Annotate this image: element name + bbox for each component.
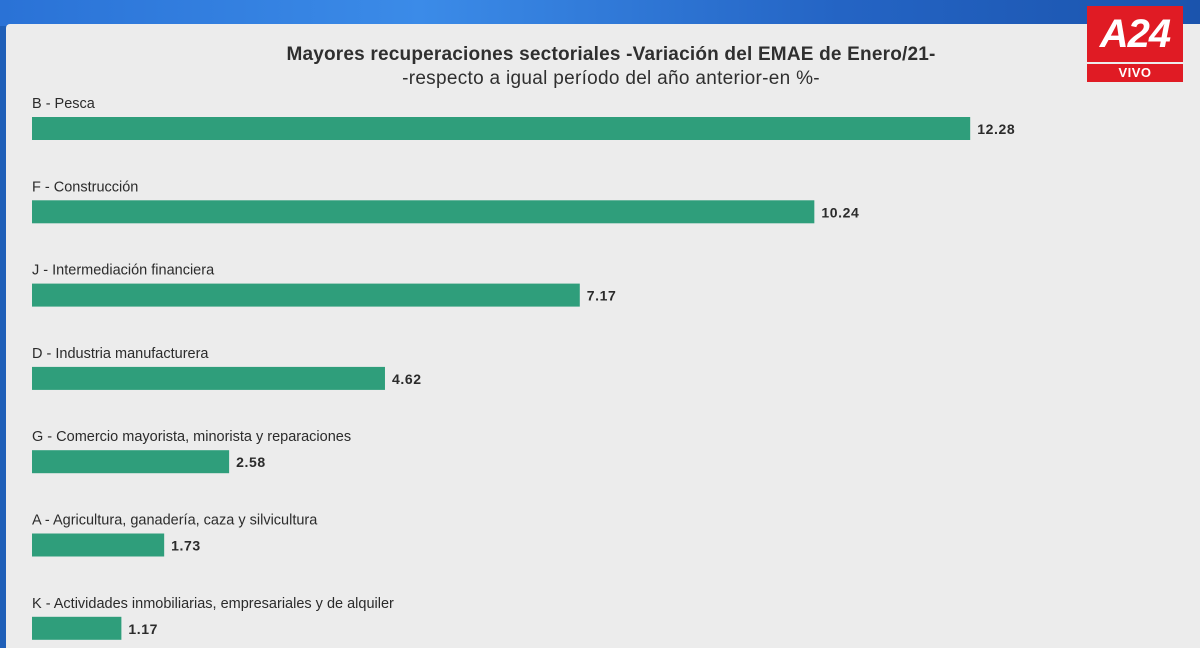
chart-subtitle: -respecto a igual período del año anteri… <box>402 68 820 89</box>
data-label: 4.62 <box>392 371 422 387</box>
chart-screen: Mayores recuperaciones sectoriales -Vari… <box>6 24 1200 648</box>
category-label: G - Comercio mayorista, minorista y repa… <box>32 429 351 445</box>
data-label: 7.17 <box>587 288 617 304</box>
bar <box>32 200 815 224</box>
category-label: K - Actividades inmobiliarias, empresari… <box>32 596 394 612</box>
data-label: 2.58 <box>236 454 266 470</box>
category-label: A - Agricultura, ganadería, caza y silvi… <box>32 513 318 529</box>
bar <box>32 117 971 140</box>
bar <box>32 366 385 390</box>
bar-chart: B - Pesca 12.28 F - Construcción 10.24 J - I… <box>32 96 1015 640</box>
bar <box>32 283 580 307</box>
category-label: B - Pesca <box>32 96 96 112</box>
data-label: 1.17 <box>128 621 158 637</box>
bar <box>32 450 230 474</box>
data-label: 12.28 <box>977 121 1015 137</box>
bar <box>32 616 122 640</box>
data-label: 1.73 <box>171 538 201 554</box>
channel-logo: A24 VIVO <box>1087 6 1183 82</box>
data-label: 10.24 <box>821 204 859 220</box>
logo-text: A24 <box>1099 11 1171 56</box>
category-label: D - Industria manufacturera <box>32 346 209 362</box>
chart-title: Mayores recuperaciones sectoriales -Vari… <box>286 44 936 65</box>
logo-badge: A24 <box>1087 6 1183 62</box>
broadcast-backdrop <box>0 0 1200 26</box>
category-label: F - Construcción <box>32 179 138 195</box>
bar <box>32 533 165 557</box>
category-label: J - Intermediación financiera <box>32 263 215 279</box>
live-badge: VIVO <box>1087 64 1183 82</box>
